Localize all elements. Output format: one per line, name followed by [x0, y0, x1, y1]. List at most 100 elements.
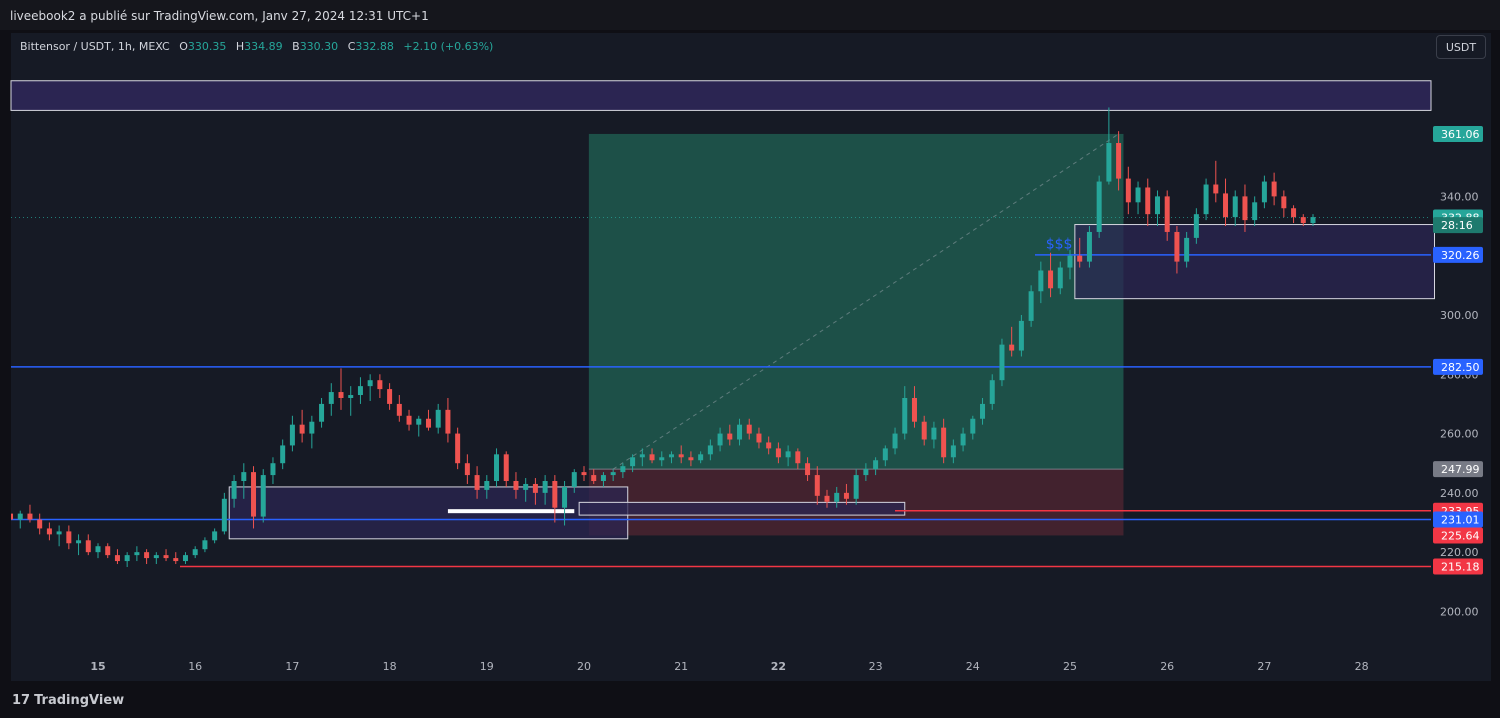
x-tick-label: 18 [383, 660, 397, 673]
candle-body [688, 457, 694, 461]
candle-body [620, 466, 626, 473]
price-label: 225.64 [1441, 529, 1480, 542]
candle-body [367, 380, 373, 387]
candle-body [834, 492, 840, 502]
currency-button[interactable]: USDT [1436, 35, 1486, 59]
candle-body [221, 498, 227, 532]
candle-body [153, 555, 159, 559]
candle-body [989, 380, 995, 404]
candle-body [892, 433, 898, 449]
candle-body [212, 531, 218, 541]
candle-body [37, 519, 43, 529]
candle-body [416, 418, 422, 425]
top-zone-box [10, 80, 1432, 111]
candle-body [863, 469, 869, 476]
x-tick-label: 17 [285, 660, 299, 673]
candle-body [542, 481, 548, 493]
candle-body [921, 421, 927, 440]
candle-body [494, 454, 500, 482]
candle-body [1106, 143, 1112, 182]
candle-body [1057, 267, 1063, 289]
x-tick-label: 26 [1160, 660, 1174, 673]
candle-body [581, 472, 587, 476]
candle-body [144, 552, 150, 559]
candle-body [503, 454, 509, 482]
candle-body [532, 483, 538, 493]
candle-body [659, 457, 665, 461]
x-tick-label: 28 [1355, 660, 1369, 673]
candle-body [873, 460, 879, 470]
candle-body [280, 445, 286, 464]
candle-body [902, 397, 908, 434]
range-marker-bar [447, 509, 575, 514]
candle-body [1145, 187, 1151, 215]
candle-body [911, 397, 917, 422]
candle-body [56, 531, 62, 535]
tradingview-logo[interactable]: 𝟭𝟳 TradingView [12, 693, 124, 708]
candle-body [114, 555, 120, 562]
candle-body [357, 386, 363, 396]
y-tick-label: 300.00 [1440, 309, 1479, 322]
candle-body [785, 451, 791, 458]
candle-body [600, 475, 606, 482]
candle-body [727, 433, 733, 440]
y-tick-label: 340.00 [1440, 190, 1479, 203]
candle-body [1213, 184, 1219, 194]
publisher-bar: liveebook2 a publié sur TradingView.com,… [0, 0, 1500, 30]
position-path-line [612, 133, 1119, 470]
price-label-bg [1433, 511, 1483, 528]
candle-body [941, 427, 947, 458]
y-tick-label: 220.00 [1440, 546, 1479, 559]
candle-body [630, 457, 636, 467]
price-label-bg [1433, 527, 1483, 544]
x-tick-label: 21 [674, 660, 688, 673]
candle-body [824, 495, 830, 502]
candle-body [853, 475, 859, 499]
open-value: 330.35 [187, 40, 227, 53]
candle-body [1310, 217, 1316, 224]
price-label: 282.50 [1441, 361, 1480, 374]
price-label-bg [1433, 125, 1483, 142]
candle-body [1067, 255, 1073, 268]
price-label-bg [1433, 461, 1483, 478]
brand-text: TradingView [34, 693, 125, 708]
open-label: O [179, 40, 188, 53]
candle-body [1232, 196, 1238, 218]
candle-body [1028, 291, 1034, 321]
high-label: H [235, 40, 245, 53]
candle-body [1009, 344, 1015, 351]
high-value: 334.89 [244, 40, 283, 53]
x-tick-label: 23 [869, 660, 883, 673]
candle-body [1252, 202, 1258, 221]
candle-body [1261, 181, 1267, 203]
candle-body [76, 540, 82, 544]
x-tick-label: 20 [577, 660, 591, 673]
zone-box-2 [578, 501, 906, 516]
candle-body [85, 540, 91, 553]
candle-body [571, 472, 577, 487]
y-tick-label: 200.00 [1440, 605, 1479, 618]
candle-body [1242, 196, 1248, 221]
change-value: +2.10 (+0.63%) [403, 40, 494, 53]
candle-body [319, 403, 325, 422]
x-tick-label: 25 [1063, 660, 1077, 673]
candle-body [95, 546, 101, 553]
candle-body [1184, 237, 1190, 262]
price-label-bg [1433, 558, 1483, 575]
candle-body [698, 454, 704, 461]
price-label: 215.18 [1441, 560, 1480, 573]
candle-body [1125, 178, 1131, 203]
candle-body [1154, 196, 1160, 215]
candle-body [105, 546, 111, 556]
candle-body [1174, 231, 1180, 262]
candle-body [668, 454, 674, 458]
x-tick-label: 19 [480, 660, 494, 673]
candle-body [270, 463, 276, 476]
candle-body [338, 392, 344, 398]
candle-body [678, 454, 684, 458]
price-label: 247.99 [1441, 463, 1480, 476]
candle-body [1096, 181, 1102, 232]
candle-body [1193, 214, 1199, 238]
price-label-bg [1433, 217, 1483, 234]
